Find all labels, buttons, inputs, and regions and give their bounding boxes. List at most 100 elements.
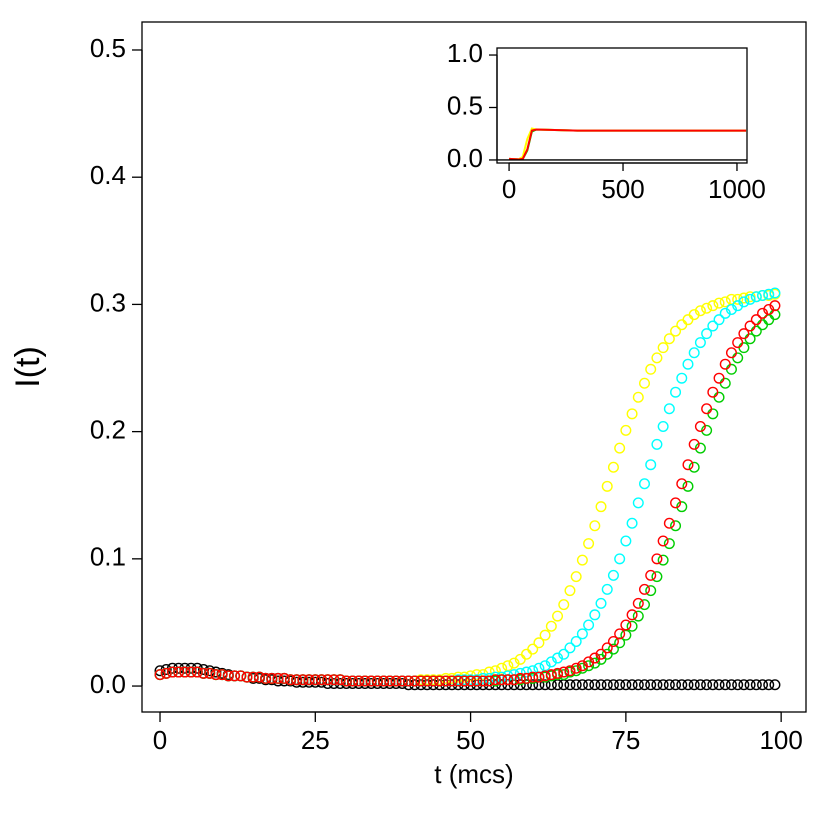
data-point <box>694 305 706 317</box>
data-point <box>763 304 775 316</box>
x-tick-label: 25 <box>301 725 330 755</box>
data-point <box>583 679 595 691</box>
data-point <box>527 665 539 677</box>
data-point <box>334 678 346 690</box>
data-point <box>378 675 390 687</box>
data-point <box>496 674 508 686</box>
data-point <box>688 461 700 473</box>
data-point <box>707 679 719 691</box>
data-point <box>688 679 700 691</box>
data-point <box>707 300 719 312</box>
data-point <box>744 293 756 305</box>
data-point <box>589 679 601 691</box>
data-point <box>558 648 570 660</box>
x-axis-label: t (mcs) <box>434 759 513 789</box>
data-point <box>632 391 644 403</box>
y-tick-label: 0.0 <box>447 143 483 173</box>
data-point <box>676 679 688 691</box>
data-point <box>545 620 557 632</box>
data-point <box>701 424 713 436</box>
data-point <box>663 403 675 415</box>
data-point <box>365 675 377 687</box>
data-point <box>583 538 595 550</box>
data-point <box>688 438 700 450</box>
data-point <box>483 675 495 687</box>
data-point <box>191 666 203 678</box>
data-point <box>713 297 725 309</box>
data-point <box>750 314 762 326</box>
data-point <box>719 679 731 691</box>
data-point <box>458 675 470 687</box>
data-point <box>539 629 551 641</box>
data-point <box>284 674 296 686</box>
data-point <box>725 679 737 691</box>
data-point <box>570 571 582 583</box>
data-point <box>701 679 713 691</box>
data-point <box>527 671 539 683</box>
data-point <box>514 672 526 684</box>
data-point <box>719 307 731 319</box>
data-point <box>670 497 682 509</box>
data-point <box>750 679 762 691</box>
data-point <box>601 679 613 691</box>
data-point <box>564 585 576 597</box>
data-point <box>520 672 532 684</box>
data-point <box>651 571 663 583</box>
data-point <box>750 291 762 303</box>
data-point <box>415 675 427 687</box>
y-axis-label: I(t) <box>9 346 47 388</box>
data-point <box>744 679 756 691</box>
data-point <box>179 666 191 678</box>
data-point <box>316 674 328 686</box>
data-point <box>154 669 166 681</box>
data-point <box>707 386 719 398</box>
data-point <box>713 679 725 691</box>
data-point <box>166 666 178 678</box>
data-point <box>527 643 539 655</box>
data-point <box>732 300 744 312</box>
data-point <box>253 671 265 683</box>
data-point <box>694 421 706 433</box>
data-point <box>173 666 185 678</box>
data-point <box>738 292 750 304</box>
data-point <box>694 442 706 454</box>
data-point <box>651 679 663 691</box>
data-point <box>632 597 644 609</box>
data-point <box>533 671 545 683</box>
y-tick-label: 0.4 <box>90 160 126 190</box>
data-point <box>576 628 588 640</box>
data-point <box>620 535 632 547</box>
data-point <box>533 637 545 649</box>
data-point <box>614 679 626 691</box>
data-point <box>620 424 632 436</box>
data-point <box>632 610 644 622</box>
data-point <box>769 679 781 691</box>
data-point <box>583 660 595 672</box>
data-point <box>489 674 501 686</box>
data-point <box>353 675 365 687</box>
data-point <box>589 609 601 621</box>
data-point <box>639 599 651 611</box>
data-point <box>384 675 396 687</box>
data-point <box>626 679 638 691</box>
data-point <box>744 320 756 332</box>
data-point <box>347 675 359 687</box>
y-tick-label: 0.5 <box>90 33 126 63</box>
data-point <box>421 675 433 687</box>
data-point <box>545 656 557 668</box>
data-point <box>639 377 651 389</box>
data-point <box>639 583 651 595</box>
y-tick-label: 0.0 <box>90 669 126 699</box>
data-point <box>670 679 682 691</box>
data-point <box>725 347 737 359</box>
data-point <box>676 372 688 384</box>
data-point <box>607 636 619 648</box>
data-point <box>185 662 197 674</box>
data-point <box>197 664 209 676</box>
data-point <box>247 671 259 683</box>
data-point <box>632 497 644 509</box>
data-point <box>589 657 601 669</box>
data-point <box>601 583 613 595</box>
plot-box <box>496 47 748 164</box>
